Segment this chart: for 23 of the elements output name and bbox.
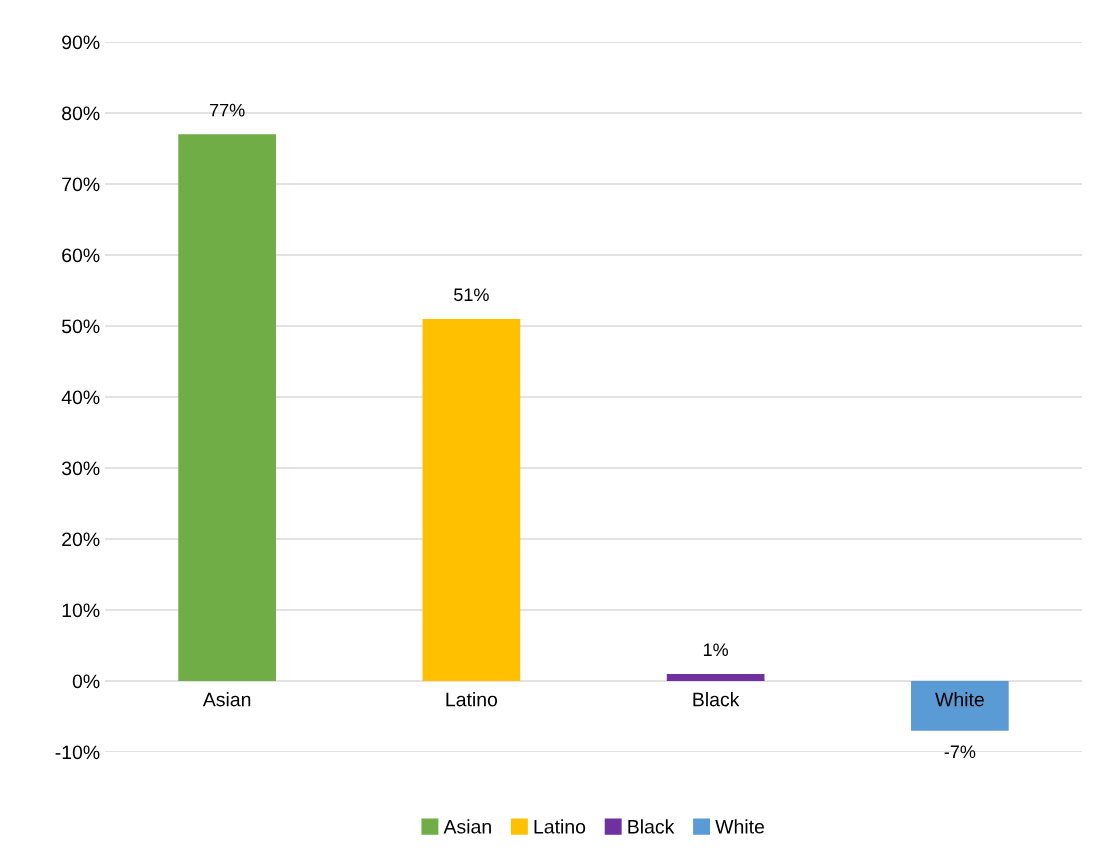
- y-tick-label: 80%: [62, 106, 100, 121]
- y-tick-label: 30%: [61, 461, 100, 476]
- x-tick-label: White: [935, 692, 984, 707]
- y-tick-label: 0%: [72, 674, 100, 689]
- y-tick-label: 40%: [61, 390, 100, 405]
- legend-label: White: [715, 819, 765, 834]
- legend-label: Asian: [443, 819, 491, 834]
- y-tick-label: 50%: [62, 319, 100, 334]
- legend-label: Black: [628, 819, 675, 834]
- x-tick-label: Asian: [202, 692, 251, 707]
- legend-label: Latino: [534, 819, 586, 834]
- x-tick-label: Black: [693, 692, 740, 707]
- data-label: 77%: [209, 103, 245, 117]
- y-tick-label: 60%: [62, 248, 100, 263]
- y-tick-label: 90%: [62, 35, 100, 50]
- y-tick-label: 70%: [62, 177, 100, 192]
- y-tick-label: -10%: [55, 745, 100, 760]
- x-tick-label: Latino: [446, 692, 498, 707]
- y-tick-label: 10%: [62, 603, 100, 618]
- data-label: 1%: [703, 643, 729, 657]
- y-tick-label: 20%: [62, 532, 100, 547]
- data-label: -7%: [944, 745, 976, 759]
- data-label: 51%: [454, 288, 489, 302]
